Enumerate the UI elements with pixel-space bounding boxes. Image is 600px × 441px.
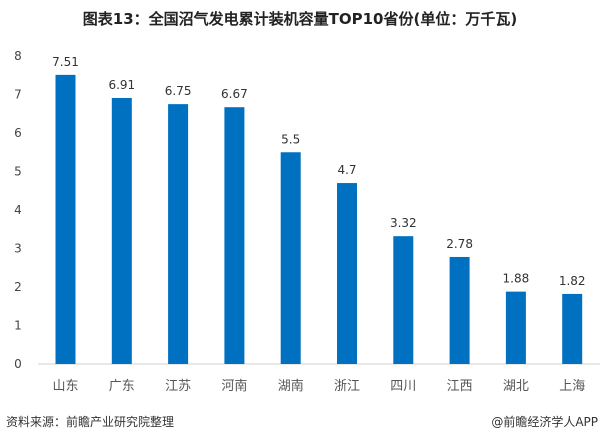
y-tick-label: 0 <box>14 357 22 371</box>
chart-title: 图表13：全国沼气发电累计装机容量TOP10省份(单位：万千瓦) <box>83 10 517 28</box>
data-label: 4.7 <box>337 163 356 177</box>
bar-浙江 <box>337 183 357 364</box>
x-tick-label: 河南 <box>221 378 247 394</box>
y-tick-label: 7 <box>14 88 22 102</box>
data-label: 6.67 <box>221 87 248 101</box>
bar-河南 <box>224 107 245 364</box>
y-tick-label: 4 <box>14 203 22 217</box>
y-tick-label: 5 <box>14 165 22 179</box>
data-label: 3.32 <box>390 216 417 230</box>
data-label: 1.88 <box>503 272 530 286</box>
x-tick-label: 山东 <box>52 379 78 394</box>
y-tick-label: 2 <box>14 280 22 294</box>
y-tick-label: 8 <box>14 49 22 63</box>
x-tick-label: 湖北 <box>503 379 529 394</box>
y-tick-label: 3 <box>14 242 22 256</box>
bar-湖北 <box>505 291 526 364</box>
data-label: 7.51 <box>52 55 79 69</box>
data-label: 5.5 <box>281 132 300 146</box>
bar-湖南 <box>280 152 301 364</box>
credit-note: @前瞻经济学人APP <box>491 414 598 429</box>
bar-上海 <box>562 293 583 364</box>
bar-四川 <box>393 236 414 364</box>
x-tick-label: 浙江 <box>334 379 360 394</box>
x-tick-label: 广东 <box>109 379 135 394</box>
x-tick-label: 江西 <box>447 379 473 394</box>
y-tick-label: 1 <box>14 319 22 333</box>
x-tick-label: 湖南 <box>278 378 304 394</box>
source-note: 资料来源：前瞻产业研究院整理 <box>6 414 174 429</box>
y-tick-label: 6 <box>14 126 22 140</box>
bar-江西 <box>449 256 470 364</box>
bar-广东 <box>111 97 132 364</box>
data-label: 6.75 <box>165 84 192 98</box>
x-tick-label: 江苏 <box>165 378 191 394</box>
data-label: 2.78 <box>446 237 473 251</box>
x-tick-label: 上海 <box>559 379 585 394</box>
x-tick-label: 四川 <box>390 379 416 394</box>
bar-江苏 <box>168 104 189 364</box>
bar-山东 <box>55 74 76 365</box>
data-label: 1.82 <box>559 274 586 288</box>
data-label: 6.91 <box>108 78 135 92</box>
